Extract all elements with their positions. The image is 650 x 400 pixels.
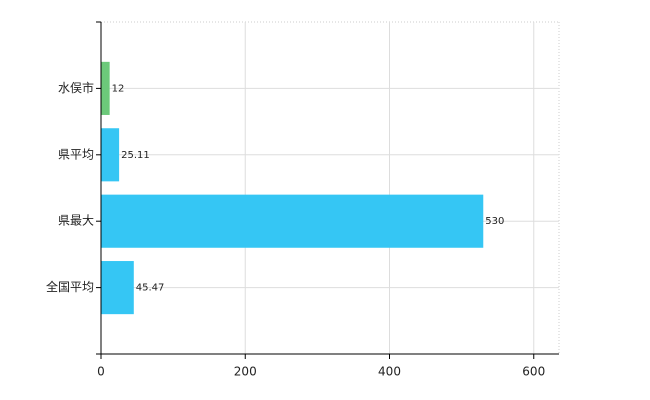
bar: [101, 194, 484, 248]
data-label: 45.47: [136, 283, 165, 294]
data-label: 25.11: [121, 150, 150, 161]
y-tick-label: 県最大: [58, 214, 94, 228]
y-tick-label: 水俣市: [58, 80, 94, 95]
x-tick-label: 200: [234, 365, 257, 379]
y-tick-label: 県平均: [58, 147, 94, 161]
data-label: 12: [112, 83, 125, 94]
x-tick-label: 600: [522, 365, 545, 379]
x-tick-label: 0: [97, 365, 105, 379]
bar: [101, 128, 120, 182]
y-tick-label: 全国平均: [46, 279, 94, 294]
x-tick-label: 400: [378, 365, 401, 379]
bar: [101, 261, 134, 315]
bar: [101, 61, 110, 115]
data-label: 530: [485, 216, 504, 227]
